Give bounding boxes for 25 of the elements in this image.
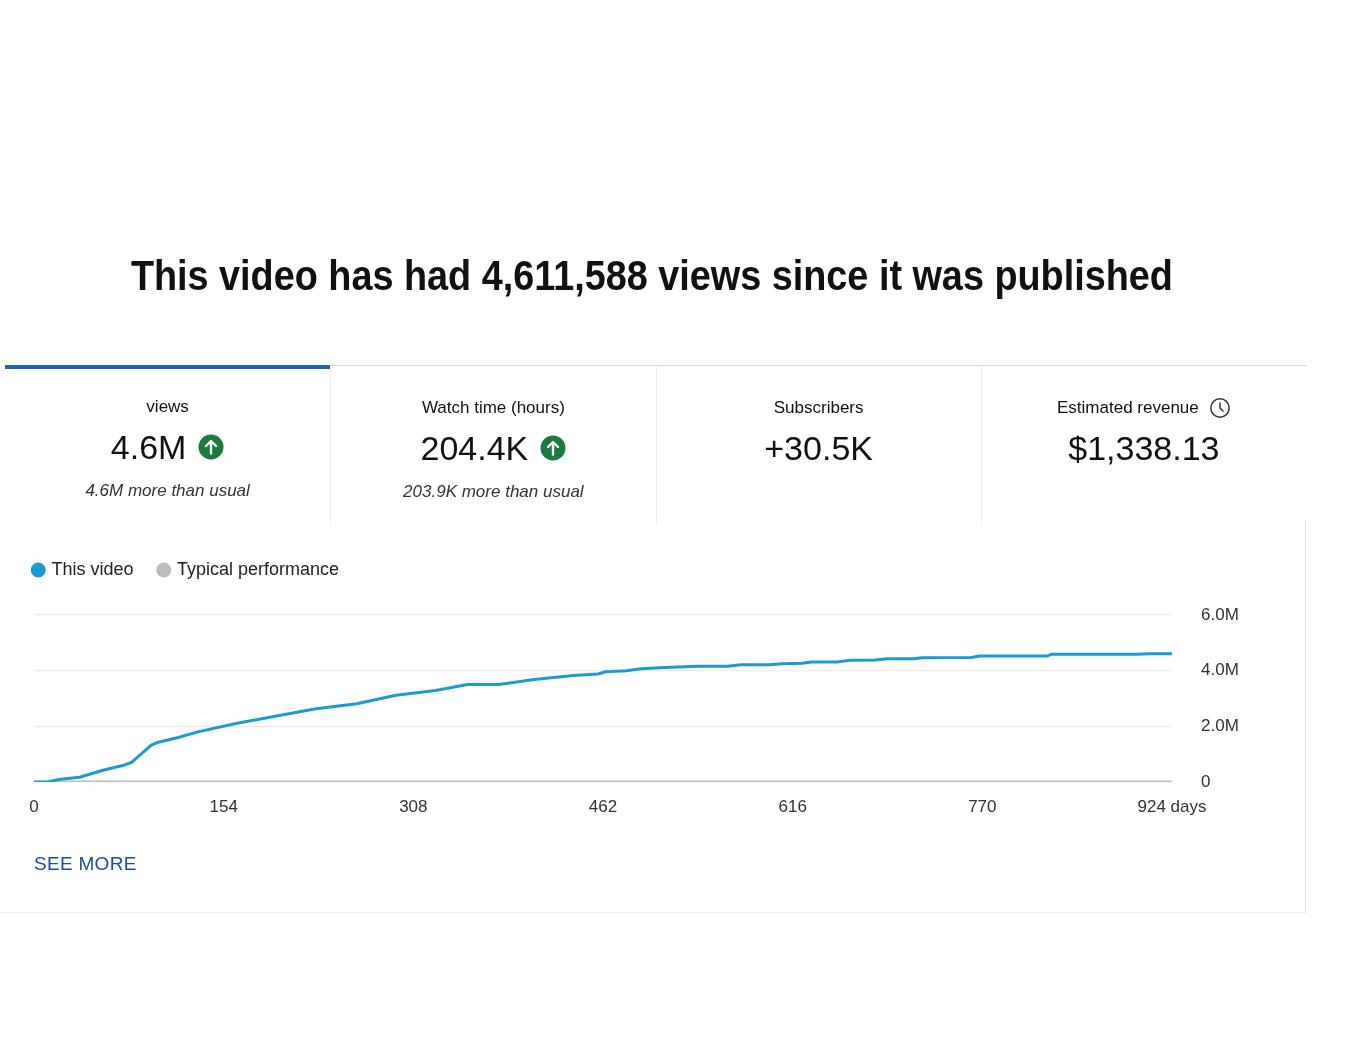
text: $1,338.13: [1068, 428, 1220, 468]
text: Estimated revenue: [1057, 398, 1199, 418]
x-tick-label: 924 days: [1137, 796, 1207, 816]
x-tick-label: 308: [399, 796, 428, 816]
y-tick-label: 2.0M: [1201, 716, 1239, 736]
text: +30.5K: [764, 428, 873, 468]
x-tick-label: 0: [29, 796, 39, 816]
y-tick-label: 0: [1201, 771, 1211, 791]
y-tick-label: 6.0M: [1201, 604, 1239, 624]
text: Watch time (hours): [421, 398, 565, 418]
text: SEE MORE: [34, 853, 137, 875]
text: 4.6M more than usual: [85, 481, 250, 501]
y-tick-label: 4.0M: [1201, 660, 1239, 680]
legend-label: Typical performance: [177, 558, 340, 579]
x-tick-label: 616: [778, 796, 807, 816]
text: This video has had 4,611,588 views since it was published: [130, 251, 1174, 301]
text: Subscribers: [773, 398, 864, 418]
text: 203.9K more than usual: [403, 482, 584, 502]
x-tick-label: 154: [209, 796, 238, 816]
legend-label: This video: [51, 558, 134, 579]
x-tick-label: 462: [588, 796, 618, 816]
text: views: [146, 397, 189, 417]
text: 4.6M: [110, 427, 187, 467]
x-tick-label: 770: [968, 796, 997, 816]
text: 204.4K: [420, 428, 529, 468]
